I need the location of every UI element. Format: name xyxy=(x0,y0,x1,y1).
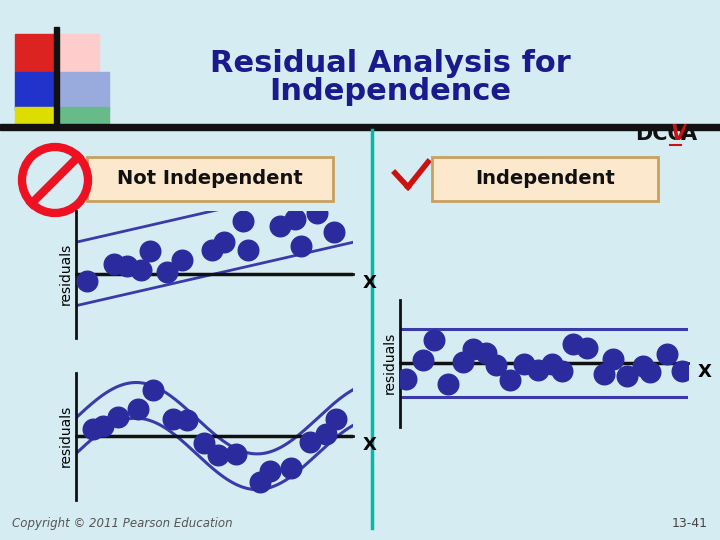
Bar xyxy=(15,107,57,125)
Point xyxy=(212,450,224,459)
Point xyxy=(198,439,210,448)
Point xyxy=(582,343,593,352)
Point xyxy=(330,414,341,423)
Point xyxy=(295,241,307,250)
Point xyxy=(456,357,468,366)
Point xyxy=(161,267,173,276)
Point xyxy=(546,360,557,369)
Point xyxy=(676,366,688,375)
Text: A: A xyxy=(681,124,697,144)
Point xyxy=(644,367,656,376)
Text: Not Independent: Not Independent xyxy=(117,168,303,187)
Point xyxy=(661,350,672,359)
Point xyxy=(112,413,124,421)
Point xyxy=(557,367,568,375)
Bar xyxy=(15,34,57,72)
Point xyxy=(567,340,579,348)
Point xyxy=(504,376,516,384)
Point xyxy=(264,467,276,475)
Point xyxy=(320,430,331,438)
Text: Independence: Independence xyxy=(269,78,511,106)
Point xyxy=(637,362,649,370)
Point xyxy=(621,372,633,380)
Point xyxy=(274,222,286,231)
Text: Independent: Independent xyxy=(475,168,615,187)
Y-axis label: residuals: residuals xyxy=(59,243,73,305)
Text: V: V xyxy=(670,124,686,144)
Point xyxy=(480,349,491,358)
Text: Copyright © 2011 Pearson Education: Copyright © 2011 Pearson Education xyxy=(12,517,233,530)
X-axis label: X: X xyxy=(362,274,377,292)
Point xyxy=(328,228,339,237)
Point xyxy=(311,209,323,218)
Bar xyxy=(15,72,57,110)
FancyBboxPatch shape xyxy=(87,157,333,201)
Point xyxy=(121,261,132,270)
Point xyxy=(88,425,99,434)
Bar xyxy=(0,124,720,130)
X-axis label: X: X xyxy=(698,363,712,381)
Point xyxy=(532,366,544,375)
FancyBboxPatch shape xyxy=(432,157,658,201)
Point xyxy=(135,266,147,274)
Point xyxy=(108,260,120,268)
Point xyxy=(607,355,618,363)
Point xyxy=(289,215,300,224)
Point xyxy=(181,416,193,424)
Text: Residual Analysis for: Residual Analysis for xyxy=(210,50,570,78)
Point xyxy=(96,421,108,430)
Point xyxy=(443,380,454,389)
Point xyxy=(255,478,266,487)
Point xyxy=(218,238,230,247)
Bar xyxy=(57,34,99,72)
Point xyxy=(206,245,217,254)
Bar xyxy=(54,27,59,127)
Bar xyxy=(57,107,109,125)
Point xyxy=(81,277,93,286)
Y-axis label: residuals: residuals xyxy=(383,332,397,394)
Point xyxy=(167,415,179,423)
Point xyxy=(428,335,439,344)
Text: DCO: DCO xyxy=(635,124,685,144)
Point xyxy=(145,247,156,255)
X-axis label: X: X xyxy=(362,436,377,454)
Point xyxy=(467,345,479,353)
Point xyxy=(286,464,297,472)
Y-axis label: residuals: residuals xyxy=(59,405,73,467)
Point xyxy=(132,404,143,413)
Text: 13-41: 13-41 xyxy=(672,517,708,530)
Point xyxy=(400,374,412,383)
Point xyxy=(148,386,159,394)
Point xyxy=(490,361,502,369)
Point xyxy=(237,217,248,225)
Point xyxy=(230,450,242,458)
Point xyxy=(518,359,530,368)
Point xyxy=(242,246,253,254)
Point xyxy=(598,369,610,378)
Point xyxy=(176,256,188,265)
Bar xyxy=(57,72,109,110)
Point xyxy=(417,356,428,364)
Point xyxy=(304,438,315,447)
